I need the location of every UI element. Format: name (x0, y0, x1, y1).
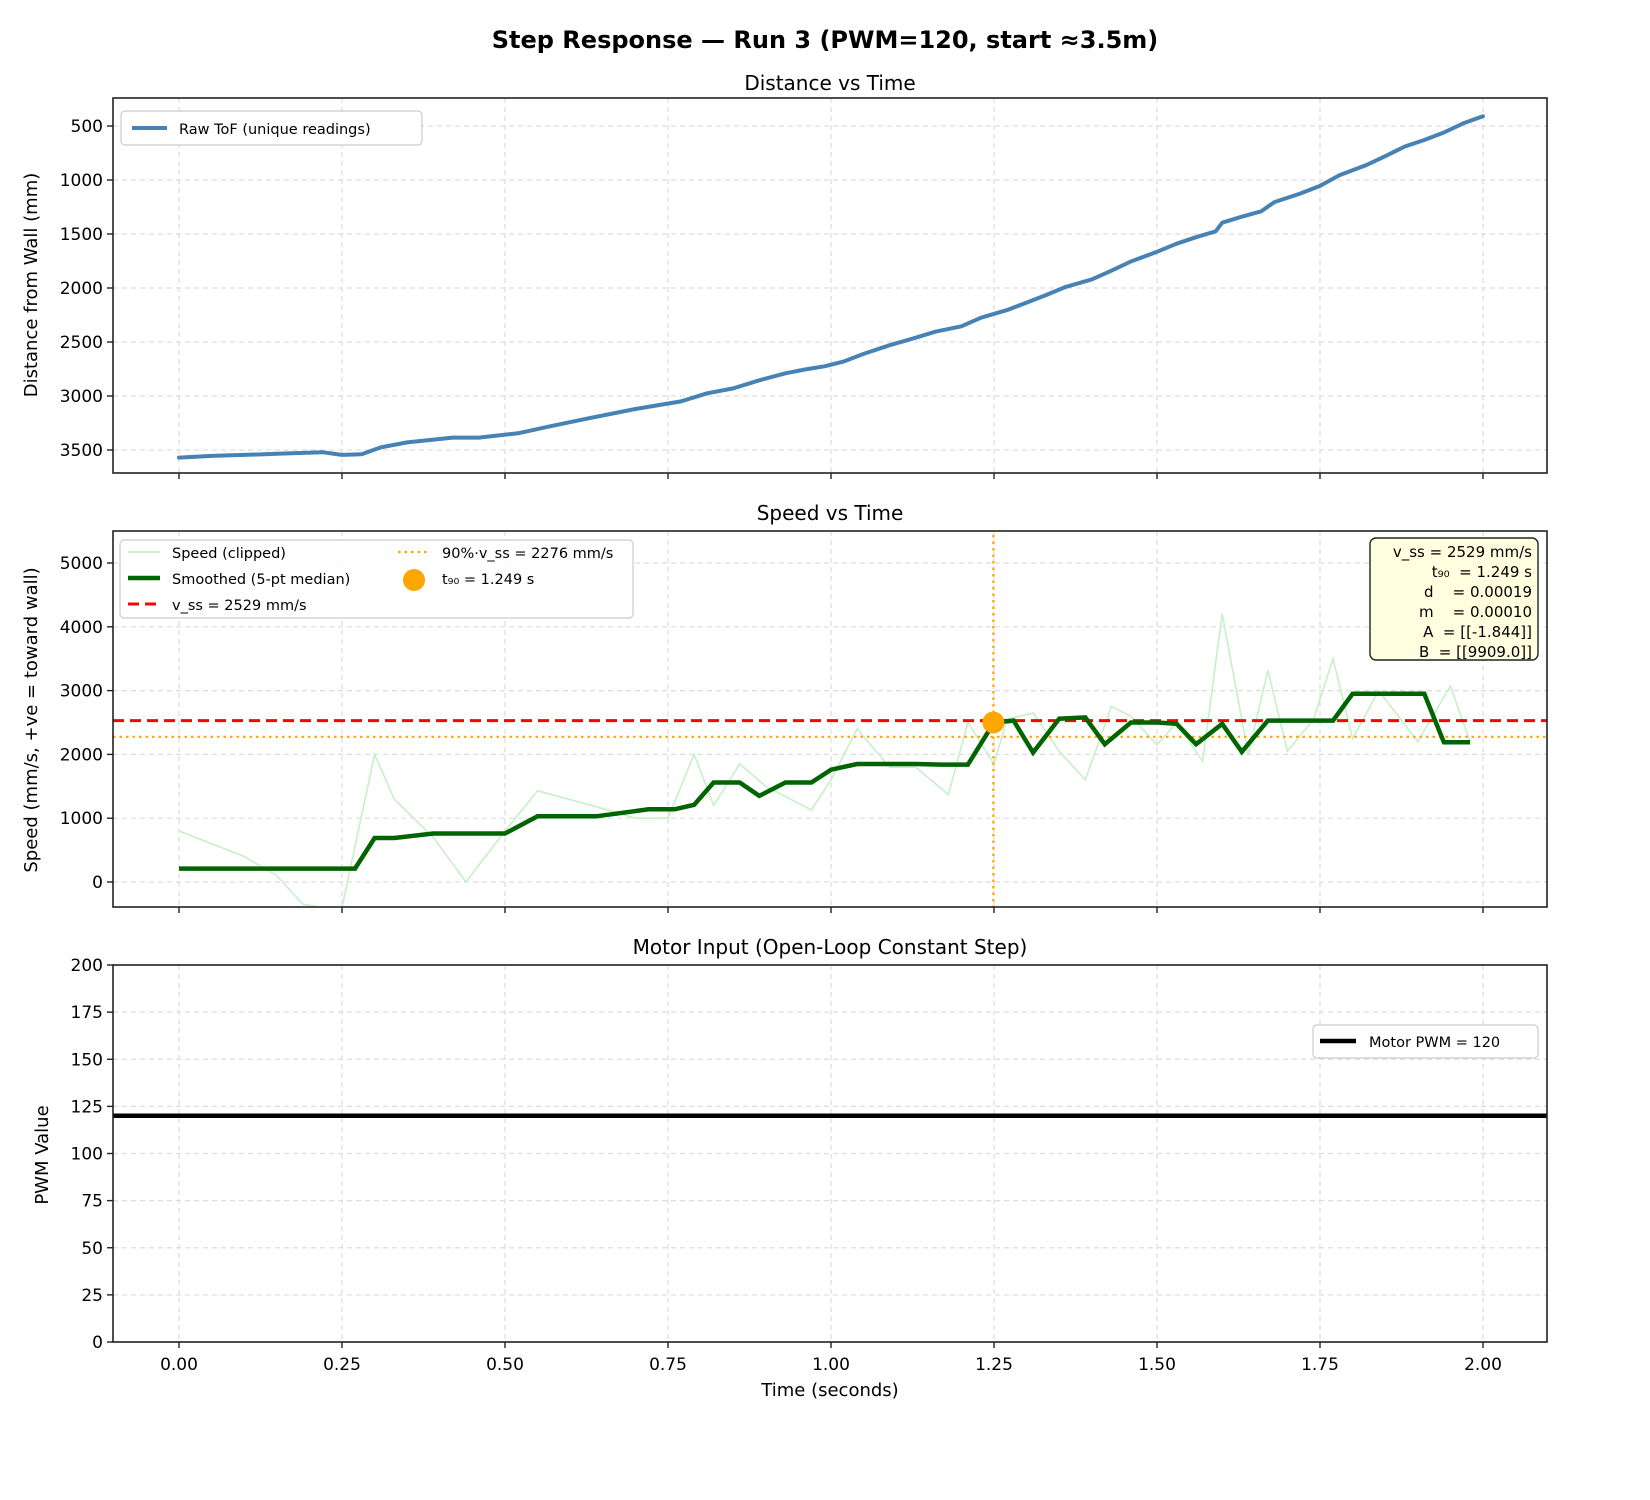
info-b-matrix: B = [[9909.0]] (1419, 643, 1532, 661)
x-tick-label: 1.50 (1138, 1355, 1176, 1375)
legend-label-ninety-percent: 90%·v_ss = 2276 mm/s (442, 546, 613, 562)
y-tick-label: 25 (81, 1286, 103, 1306)
y-tick-label: 0 (92, 1333, 103, 1353)
legend-label-speed-clipped: Speed (clipped) (172, 546, 286, 562)
x-tick-label: 1.75 (1301, 1355, 1339, 1375)
y-tick-label: 1000 (60, 809, 103, 829)
x-tick-label: 0.00 (160, 1355, 198, 1375)
motor-ylabel: PWM Value (32, 1105, 53, 1204)
info-d: d = 0.00019 (1424, 583, 1532, 601)
motor-yticks: 0 25 50 75 100 125 150 175 200 (71, 956, 113, 1353)
legend-label-raw-tof: Raw ToF (unique readings) (179, 122, 371, 138)
x-tick-label: 1.00 (812, 1355, 850, 1375)
speed-xticks (178, 907, 1484, 913)
t90-marker (982, 711, 1005, 734)
y-tick-label: 3000 (60, 682, 103, 702)
info-m: m = 0.00010 (1419, 603, 1532, 621)
distance-title: Distance vs Time (744, 71, 915, 95)
speed-yticks: 0 1000 2000 3000 4000 5000 (60, 554, 113, 893)
legend-swatch-t90 (403, 569, 425, 591)
y-tick-label: 125 (71, 1097, 103, 1117)
y-tick-label: 3000 (60, 387, 103, 407)
smoothed-line (179, 691, 1470, 871)
y-tick-label: 2000 (60, 745, 103, 765)
y-tick-label: 100 (71, 1145, 103, 1165)
x-tick-label: 1.25 (975, 1355, 1013, 1375)
speed-panel: Speed vs Time 0 1000 2000 3000 4000 5000 Spee… (21, 501, 1548, 913)
info-t90: t₉₀ = 1.249 s (1432, 563, 1532, 581)
y-tick-label: 4000 (60, 618, 103, 638)
motor-legend: Motor PWM = 120 (1312, 1024, 1539, 1059)
y-tick-label: 2000 (60, 279, 103, 299)
y-tick-label: 150 (71, 1050, 103, 1070)
speed-title: Speed vs Time (757, 501, 904, 525)
y-tick-label: 2500 (60, 333, 103, 353)
x-tick-label: 2.00 (1464, 1355, 1502, 1375)
distance-xticks (178, 473, 1484, 479)
y-tick-label: 200 (71, 956, 103, 976)
figure-suptitle: Step Response — Run 3 (PWM=120, start ≈3… (492, 26, 1159, 54)
legend-label-v-ss: v_ss = 2529 mm/s (172, 598, 307, 614)
distance-axes-frame (112, 97, 1548, 474)
x-tick-label: 0.50 (486, 1355, 524, 1375)
y-tick-label: 0 (92, 873, 103, 893)
speed-legend: Speed (clipped) Smoothed (5-pt median) v… (119, 539, 634, 619)
distance-ylabel: Distance from Wall (mm) (21, 173, 42, 398)
info-v-ss: v_ss = 2529 mm/s (1393, 543, 1532, 562)
motor-xticks: 0.00 0.25 0.50 0.75 1.00 1.25 1.50 1.75 2.00 (160, 1342, 1502, 1375)
y-tick-label: 5000 (60, 554, 103, 574)
x-tick-label: 0.25 (323, 1355, 361, 1375)
motor-panel: Motor Input (Open-Loop Constant Step) 0 2… (32, 935, 1548, 1401)
legend-label-motor-pwm: Motor PWM = 120 (1369, 1035, 1500, 1051)
distance-grid (113, 98, 1547, 473)
y-tick-label: 175 (71, 1003, 103, 1023)
speed-clipped-line (178, 613, 1471, 907)
distance-yticks: 500 1000 1500 2000 2500 3000 3500 (60, 117, 113, 461)
info-a-matrix: A = [[-1.844]] (1423, 623, 1532, 641)
y-tick-label: 1500 (60, 225, 103, 245)
y-tick-label: 75 (81, 1192, 103, 1212)
y-tick-label: 3500 (60, 441, 103, 461)
motor-title: Motor Input (Open-Loop Constant Step) (633, 935, 1028, 959)
speed-info-box: v_ss = 2529 mm/s t₉₀ = 1.249 s d = 0.000… (1369, 537, 1539, 661)
speed-axes-frame (112, 530, 1548, 908)
legend-label-t90: t₉₀ = 1.249 s (442, 572, 534, 588)
y-tick-label: 500 (71, 117, 103, 137)
motor-grid (113, 964, 1547, 1343)
y-tick-label: 50 (81, 1239, 103, 1259)
distance-legend: Raw ToF (unique readings) (120, 110, 423, 146)
speed-ylabel: Speed (mm/s, +ve = toward wall) (21, 567, 42, 872)
x-tick-label: 0.75 (649, 1355, 687, 1375)
raw-tof-line (177, 114, 1485, 460)
x-axis-label: Time (seconds) (760, 1380, 898, 1401)
legend-label-smoothed: Smoothed (5-pt median) (172, 572, 350, 588)
distance-panel: Distance vs Time 500 1000 1500 2000 2500 3000… (21, 71, 1548, 479)
y-tick-label: 1000 (60, 171, 103, 191)
